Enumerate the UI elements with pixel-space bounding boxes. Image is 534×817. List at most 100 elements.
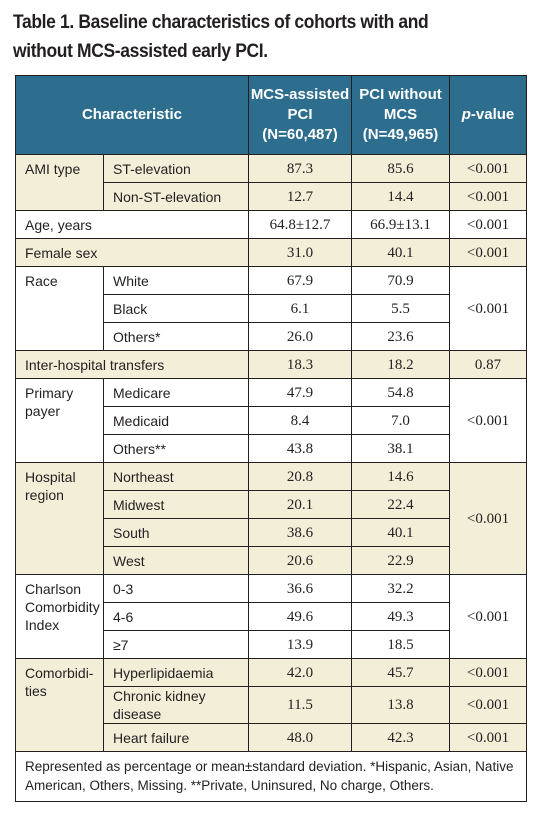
value-pci: 5.5 [351, 294, 450, 323]
value-mcs: 47.9 [248, 378, 352, 407]
table-row: Medicaid 8.4 7.0 [16, 406, 527, 435]
p-value: <0.001 [449, 238, 527, 267]
header-mcs-assisted-pci: MCS-assisted PCI (N=60,487) [248, 75, 352, 155]
footnote-row: Represented as percentage or mean±standa… [15, 751, 527, 802]
sub-label: Black [103, 294, 249, 323]
table-row: Others** 43.8 38.1 [16, 434, 527, 463]
table-row: Race White 67.9 70.9 <0.001 [15, 266, 527, 351]
sub-label: 0-3 [103, 574, 249, 603]
header-col2-line3: (N=49,965) [362, 126, 439, 143]
table-row: 4-6 49.6 49.3 [16, 602, 527, 631]
value-pci: 38.1 [351, 434, 450, 463]
table-row: Heart failure 48.0 42.3 <0.001 [16, 723, 527, 752]
sub-label: Hyperlipidaemia [103, 658, 249, 687]
sub-label: Midwest [103, 490, 249, 519]
row-label-female-sex: Female sex [15, 238, 249, 267]
p-value: <0.001 [449, 154, 527, 183]
header-col1-line3: (N=60,487) [262, 126, 338, 143]
row-label-age: Age, years [15, 210, 249, 239]
value-mcs: 8.4 [248, 406, 352, 435]
value-mcs: 26.0 [248, 322, 352, 351]
header-pci-without-mcs: PCI without MCS (N=49,965) [351, 75, 450, 155]
sub-label: West [103, 546, 249, 575]
sub-label: Heart failure [103, 723, 249, 752]
value-mcs: 48.0 [248, 723, 352, 752]
p-value: 0.87 [449, 350, 527, 379]
value-mcs: 6.1 [248, 294, 352, 323]
value-mcs: 49.6 [248, 602, 352, 631]
table-row: South 38.6 40.1 [16, 518, 527, 547]
table-footnote: Represented as percentage or mean±standa… [15, 751, 527, 802]
group-label-comorbidities: Comorbidi-ties [15, 658, 104, 752]
table-row: Chronic kidney disease 11.5 13.8 <0.001 [16, 686, 527, 724]
sub-label: Others** [103, 434, 249, 463]
sub-label: 4-6 [103, 602, 249, 631]
comorb-label-line1: Comorbidi- [25, 665, 94, 681]
value-pci: 13.8 [351, 686, 450, 724]
table-row: Non-ST-elevation 12.7 14.4 <0.001 [16, 182, 527, 211]
value-mcs: 36.6 [248, 574, 352, 603]
table-row: Comorbidi-ties Hyperlipidaemia 42.0 45.7… [15, 658, 527, 752]
value-pci: 18.2 [351, 350, 450, 379]
value-pci: 85.6 [351, 154, 450, 183]
value-pci: 42.3 [351, 723, 450, 752]
table-row: Primary payer Medicare 47.9 54.8 <0.001 [15, 378, 527, 463]
sub-label: Medicare [103, 378, 249, 407]
group-label-race: Race [15, 266, 104, 351]
sub-label: South [103, 518, 249, 547]
value-pci: 18.5 [351, 630, 450, 659]
group-label-hospital-region: Hospital region [15, 462, 104, 575]
table-row: Others* 26.0 23.6 [16, 322, 527, 351]
value-mcs: 87.3 [248, 154, 352, 183]
value-mcs: 11.5 [248, 686, 352, 724]
header-p-value: p-value [449, 75, 527, 155]
sub-label: Chronic kidney disease [103, 686, 249, 724]
header-p-italic: p [461, 106, 471, 123]
value-pci: 70.9 [351, 266, 450, 295]
value-mcs: 31.0 [248, 238, 352, 267]
value-pci: 40.1 [351, 238, 450, 267]
value-pci: 32.2 [351, 574, 450, 603]
header-col2-line1: PCI without [359, 86, 442, 103]
value-mcs: 38.6 [248, 518, 352, 547]
value-mcs: 43.8 [248, 434, 352, 463]
value-mcs: 67.9 [248, 266, 352, 295]
value-mcs: 20.8 [248, 462, 352, 491]
header-col1-line2: PCI [287, 106, 313, 123]
table-row: Black 6.1 5.5 [16, 294, 527, 323]
table-row: West 20.6 22.9 [16, 546, 527, 575]
sub-label: Northeast [103, 462, 249, 491]
value-pci: 22.9 [351, 546, 450, 575]
group-label-charlson: Charlson Comorbidity Index [15, 574, 104, 659]
header-p-rest: -value [470, 106, 515, 123]
baseline-table-container: Characteristic MCS-assisted PCI (N=60,48… [15, 75, 527, 802]
payer-label-line1: Primary [25, 385, 74, 401]
sub-label: ≥7 [103, 630, 249, 659]
header-characteristic: Characteristic [15, 75, 249, 155]
sub-label: Medicaid [103, 406, 249, 435]
value-mcs: 12.7 [248, 182, 352, 211]
value-mcs: 13.9 [248, 630, 352, 659]
row-label-transfers: Inter-hospital transfers [15, 350, 249, 379]
comorb-label-line2: ties [25, 683, 47, 699]
table-row: Inter-hospital transfers 18.3 18.2 0.87 [15, 350, 527, 379]
sub-label: Others* [103, 322, 249, 351]
value-mcs: 20.6 [248, 546, 352, 575]
value-pci: 40.1 [351, 518, 450, 547]
sub-label: Non-ST-elevation [103, 182, 249, 211]
table-row: Charlson Comorbidity Index 0-3 36.6 32.2 <… [15, 574, 527, 659]
table-row: Hospital region Northeast 20.8 14.6 <0.00… [15, 462, 527, 575]
value-pci: 45.7 [351, 658, 450, 687]
table-row: Age, years 64.8±12.7 66.9±13.1 <0.001 [15, 210, 527, 239]
p-value: <0.001 [449, 658, 527, 687]
value-mcs: 18.3 [248, 350, 352, 379]
value-pci: 23.6 [351, 322, 450, 351]
p-value: <0.001 [449, 210, 527, 239]
table-row: AMI type ST-elevation 87.3 85.6 <0.001 [15, 154, 527, 211]
group-label-ami-type: AMI type [15, 154, 104, 211]
value-mcs: 20.1 [248, 490, 352, 519]
region-label-line1: Hospital [25, 469, 76, 485]
sub-label: White [103, 266, 249, 295]
table-row: Female sex 31.0 40.1 <0.001 [15, 238, 527, 267]
group-label-primary-payer: Primary payer [15, 378, 104, 463]
